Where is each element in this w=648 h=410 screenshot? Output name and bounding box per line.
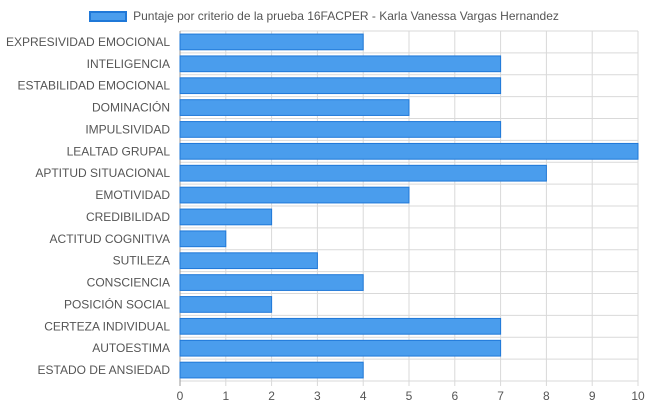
x-tick-label: 2 [268, 389, 275, 403]
x-tick-label: 7 [497, 389, 504, 403]
bar[interactable] [179, 77, 502, 95]
legend-label: Puntaje por criterio de la prueba 16FACP… [133, 9, 559, 23]
y-category-label: AUTOESTIMA [92, 341, 170, 355]
x-tick-label: 5 [406, 389, 413, 403]
y-category-label: CREDIBILIDAD [86, 210, 170, 224]
bar[interactable] [179, 99, 410, 116]
y-category-label: POSICIÓN SOCIAL [64, 296, 170, 311]
bar[interactable] [179, 230, 227, 248]
bar[interactable] [179, 339, 502, 357]
bar[interactable] [179, 164, 547, 182]
y-category-label: INTELIGENCIA [87, 57, 170, 71]
x-tick-label: 8 [543, 389, 550, 403]
y-category-label: SUTILEZA [113, 254, 170, 268]
bar[interactable] [179, 142, 639, 160]
bar[interactable] [179, 121, 502, 138]
x-tick-label: 0 [177, 389, 184, 403]
legend[interactable]: Puntaje por criterio de la prueba 16FACP… [0, 6, 648, 26]
y-category-label: DOMINACIÓN [92, 100, 170, 115]
bar[interactable] [179, 55, 502, 73]
y-category-label: CERTEZA INDIVIDUAL [44, 319, 170, 333]
y-category-label: IMPULSIVIDAD [85, 122, 170, 136]
bar[interactable] [179, 208, 273, 226]
y-category-label: LEALTAD GRUPAL [67, 144, 171, 158]
bar[interactable] [179, 33, 364, 51]
x-tick-label: 1 [222, 389, 229, 403]
bar[interactable] [179, 296, 273, 313]
legend-swatch [89, 10, 128, 22]
bar[interactable] [179, 252, 318, 270]
x-tick-label: 6 [451, 389, 458, 403]
y-category-label: ACTITUD COGNITIVA [50, 232, 170, 246]
bar[interactable] [179, 361, 364, 379]
y-category-label: EXPRESIVIDAD EMOCIONAL [6, 35, 170, 49]
y-category-label: EMOTIVIDAD [95, 188, 170, 202]
bar[interactable] [179, 274, 364, 291]
x-tick-label: 4 [360, 389, 367, 403]
bar[interactable] [179, 186, 410, 204]
y-category-label: APTITUD SITUACIONAL [35, 166, 170, 180]
x-tick-label: 10 [631, 389, 645, 403]
y-category-label: ESTABILIDAD EMOCIONAL [18, 79, 171, 93]
y-category-label: CONSCIENCIA [87, 276, 170, 290]
bar[interactable] [179, 317, 502, 335]
y-category-label: ESTADO DE ANSIEDAD [38, 363, 171, 377]
x-tick-label: 3 [314, 389, 321, 403]
x-tick-label: 9 [589, 389, 596, 403]
